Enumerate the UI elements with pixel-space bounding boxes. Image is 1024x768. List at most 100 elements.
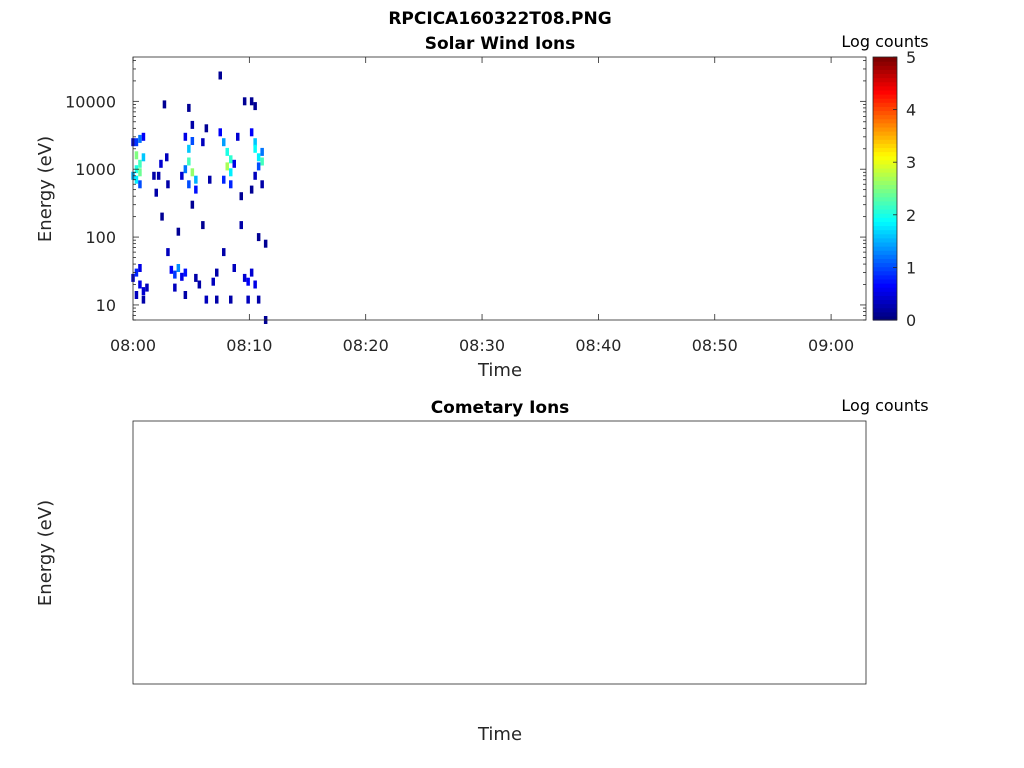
heatmap-cell <box>134 291 139 299</box>
colorbar-segment <box>873 291 897 296</box>
panel-cometary: Cometary Ions Log counts Energy (eV) Tim… <box>35 396 929 745</box>
y-ticks: 10 100 1000 10000 <box>65 60 866 321</box>
heatmap-cell <box>165 153 169 162</box>
x-tick-label: 08:30 <box>459 336 505 355</box>
colorbar-tick-label: 2 <box>906 206 916 225</box>
heatmap-cell <box>154 188 158 197</box>
colorbar-segment <box>873 155 897 161</box>
colorbar-segment <box>873 147 897 153</box>
colorbar-segment <box>873 221 897 227</box>
colorbar-segment <box>873 57 897 62</box>
colorbar-segment <box>873 130 897 136</box>
heatmap-cell <box>180 272 184 281</box>
colorbar-segment <box>873 114 897 120</box>
heatmap-cell <box>141 295 146 304</box>
heatmap-cell <box>222 175 226 184</box>
heatmap-cell <box>229 155 233 164</box>
heatmap-cell <box>256 153 261 162</box>
colorbar-segment <box>873 209 897 214</box>
heatmap-cell <box>229 295 233 304</box>
heatmap-cell <box>260 157 264 166</box>
colorbar-tick-label: 4 <box>906 101 916 120</box>
y-tick-label: 100 <box>85 228 116 247</box>
heatmap-cell <box>187 180 191 189</box>
heatmap-cell <box>152 171 156 180</box>
colorbar-segment <box>873 184 897 190</box>
colorbar-segment <box>873 241 897 247</box>
heatmap-cell <box>256 295 261 304</box>
heatmap-cell <box>145 283 149 292</box>
heatmap-cell <box>201 221 205 230</box>
colorbar-segment <box>873 213 897 218</box>
heatmap-cell <box>141 132 146 141</box>
heatmap-cell <box>183 132 188 141</box>
heatmap-cell <box>218 128 222 137</box>
colorbar-segment <box>873 315 897 321</box>
heatmap-cell <box>249 97 254 106</box>
heatmap-cell <box>134 175 139 184</box>
page-title: RPCICA160322T08.PNG <box>388 9 611 29</box>
heatmap-cell <box>253 144 257 153</box>
heatmap-cell <box>176 227 181 236</box>
heatmap-cell <box>204 295 209 304</box>
heatmap-cell <box>246 295 250 304</box>
colorbar-segment <box>873 77 897 83</box>
heatmap-cell <box>225 147 229 156</box>
heatmap-cell <box>166 248 170 257</box>
colorbar-segment <box>873 180 897 185</box>
colorbar-segment <box>873 126 897 132</box>
y-tick-label: 10 <box>96 296 116 315</box>
heatmap-cell <box>190 120 195 129</box>
colorbar-segment <box>873 122 897 128</box>
heatmap-cells <box>131 71 268 324</box>
heatmap-cell <box>187 103 191 112</box>
heatmap-cell <box>201 138 205 147</box>
colorbar-segment <box>873 143 897 149</box>
heatmap-cell <box>253 102 257 111</box>
heatmap-cell <box>187 157 191 166</box>
heatmap-cell <box>215 268 219 277</box>
heatmap-cell <box>253 280 257 289</box>
colorbar-segment <box>873 69 897 75</box>
x-tick-label: 08:20 <box>343 336 389 355</box>
heatmap-cell <box>239 192 243 201</box>
y-axis-label: Energy (eV) <box>35 500 56 606</box>
heatmap-cell <box>232 264 236 272</box>
heatmap-cell <box>190 168 195 177</box>
heatmap-cell <box>194 185 198 194</box>
heatmap-cell <box>162 100 167 109</box>
panel-title: Solar Wind Ions <box>425 34 576 54</box>
heatmap-cell <box>249 185 254 194</box>
heatmap-cell <box>215 295 219 304</box>
panel-solar-wind: Solar Wind Ions Log counts Energy (eV) T… <box>35 32 929 381</box>
heatmap-cell <box>260 147 264 156</box>
heatmap-cell <box>190 137 195 145</box>
x-axis-label: Time <box>477 724 522 745</box>
colorbar-segment <box>873 217 897 222</box>
colorbar-segment <box>873 311 897 317</box>
colorbar-segment <box>873 303 897 309</box>
panel-title: Cometary Ions <box>431 398 570 418</box>
heatmap-cell <box>253 138 257 147</box>
colorbar-segment <box>873 167 897 173</box>
colorbar-segment <box>873 151 897 157</box>
heatmap-cell <box>225 162 229 171</box>
heatmap-cell <box>156 171 161 180</box>
colorbar-segment <box>873 61 897 66</box>
heatmap-cell <box>138 264 142 272</box>
colorbar-segment <box>873 172 897 177</box>
heatmap-cell <box>138 159 142 168</box>
y-axis-label: Energy (eV) <box>35 136 56 242</box>
heatmap-cell <box>242 273 247 282</box>
colorbar-segment <box>873 262 897 268</box>
colorbar-segment <box>873 250 897 255</box>
heatmap-cell <box>222 138 226 147</box>
x-ticks: 08:00 08:10 08:20 08:30 08:40 08:50 09:00 <box>110 57 854 355</box>
plot-frame <box>132 56 867 321</box>
heatmap-cell <box>134 268 139 277</box>
heatmap-cell <box>256 162 261 171</box>
x-axis-label: Time <box>477 360 522 381</box>
colorbar: 0 1 2 3 4 5 <box>872 48 916 330</box>
colorbar-segment <box>873 278 897 284</box>
colorbar-segment <box>873 204 897 210</box>
